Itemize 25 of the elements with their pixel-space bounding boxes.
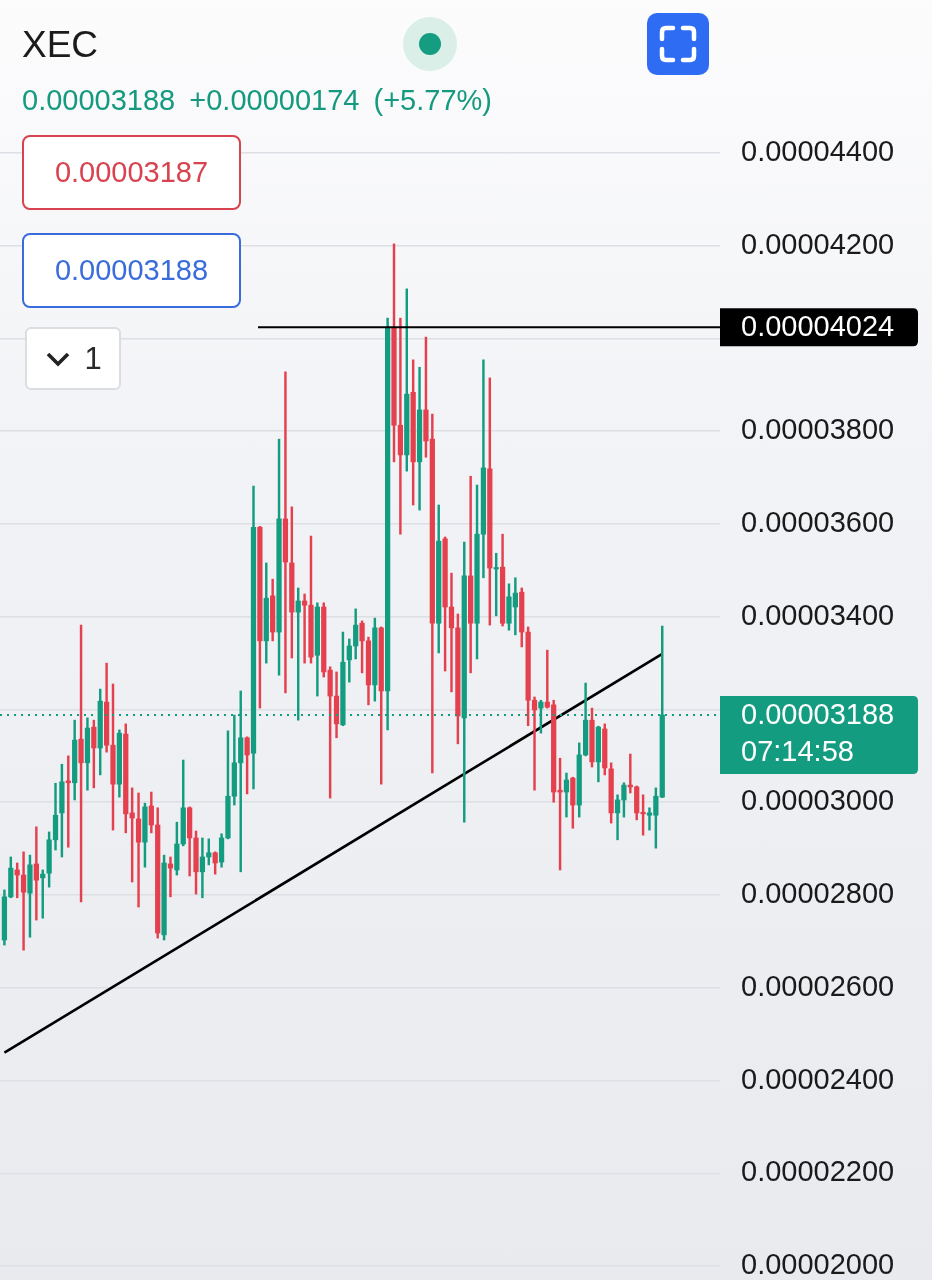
annotation: 0.00003188 [54, 254, 209, 287]
chart-subtitle: 0.00003188 +0.00000174 (+5.77%) [22, 83, 492, 117]
y-tick-label: 0.00002000 [741, 1248, 895, 1280]
y-tick-label: 0.00003600 [741, 506, 895, 538]
chart-title: XEC [22, 23, 99, 67]
candlestick [135, 792, 142, 908]
y-tick-label: 0.00003000 [741, 784, 895, 817]
ref-line-label: 0.00003188 07:14:58 [741, 698, 895, 768]
candlestick [20, 851, 27, 951]
candlestick [33, 826, 39, 921]
y-tick-label: 0.00004400 [741, 135, 895, 167]
y-tick-label: 0.00002800 [741, 877, 895, 909]
annotation: 0.00003187 [54, 156, 209, 189]
ref-line-label: 0.00004024 [741, 310, 895, 343]
candlestick [448, 572, 455, 693]
y-tick-label: 0.00004200 [741, 227, 895, 260]
candlestick [468, 475, 474, 674]
annotation: 1 [84, 340, 102, 377]
candlestick [282, 371, 289, 694]
y-tick-label: 0.00002400 [741, 1062, 895, 1095]
y-tick-label: 0.00003800 [741, 413, 895, 446]
candlestick [199, 837, 206, 899]
y-tick-label: 0.00003400 [741, 598, 895, 631]
y-tick-label: 0.00002600 [741, 969, 895, 1002]
y-tick-label: 0.00002200 [741, 1155, 895, 1188]
